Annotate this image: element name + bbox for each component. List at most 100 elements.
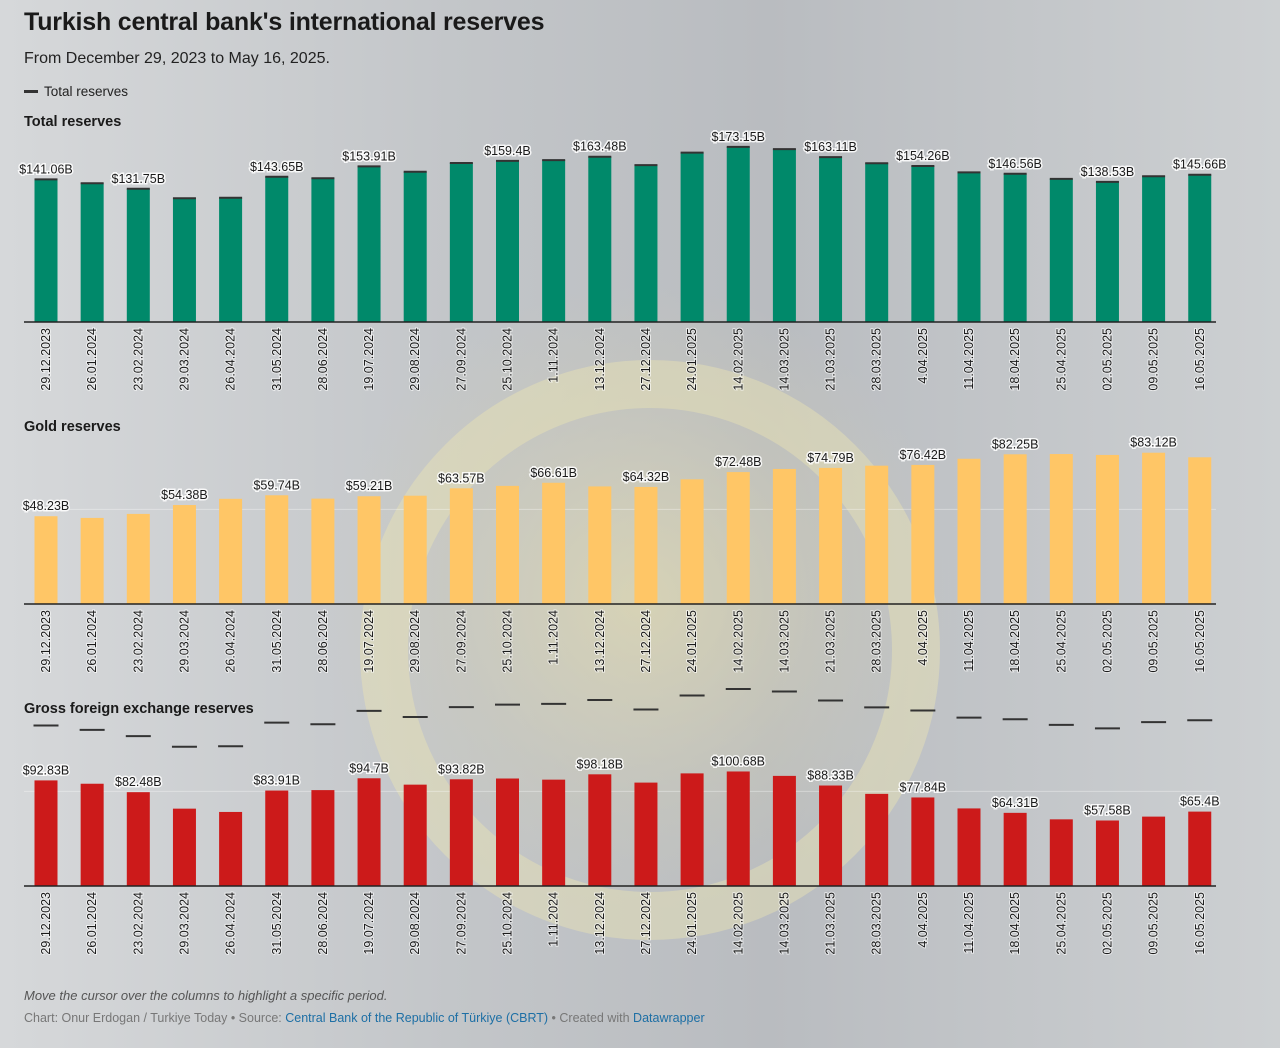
x-tick-label: 21.03.2025 — [824, 610, 838, 673]
bar[interactable] — [34, 780, 58, 886]
bar[interactable] — [265, 495, 289, 604]
bar[interactable] — [726, 472, 750, 604]
bar[interactable] — [957, 172, 981, 322]
x-tick-label: 29.12.2023 — [39, 328, 53, 391]
bar[interactable] — [1049, 819, 1073, 886]
bar[interactable] — [588, 156, 612, 322]
x-tick-label: 29.03.2024 — [177, 610, 191, 673]
bar[interactable] — [1095, 820, 1119, 886]
bar[interactable] — [496, 485, 519, 604]
data-label: $48.23B — [23, 499, 70, 513]
x-tick-label: 26.01.2024 — [85, 892, 99, 955]
bar[interactable] — [219, 498, 243, 604]
bar[interactable] — [80, 783, 104, 886]
bar[interactable] — [126, 188, 150, 322]
bar[interactable] — [726, 771, 750, 886]
data-label: $159.4B — [484, 144, 531, 158]
bar[interactable] — [865, 465, 889, 604]
x-tick-label: 29.08.2024 — [408, 892, 422, 955]
bar[interactable] — [1142, 816, 1166, 886]
x-tick-label: 1.11.2024 — [547, 892, 561, 947]
bar[interactable] — [542, 160, 566, 322]
bar[interactable] — [126, 792, 150, 886]
bar[interactable] — [219, 197, 243, 322]
bar[interactable] — [496, 160, 519, 322]
bar[interactable] — [311, 498, 335, 604]
bar[interactable] — [634, 165, 658, 322]
x-tick-label: 24.01.2025 — [685, 610, 699, 673]
bar[interactable] — [357, 778, 381, 886]
x-tick-label: 23.02.2024 — [131, 610, 145, 673]
bar[interactable] — [588, 486, 612, 604]
bar[interactable] — [449, 779, 473, 886]
bar[interactable] — [911, 797, 935, 886]
bar[interactable] — [449, 162, 473, 322]
bar[interactable] — [772, 149, 796, 322]
bar[interactable] — [1142, 176, 1166, 322]
bar[interactable] — [403, 171, 427, 322]
data-label: $59.21B — [346, 479, 393, 493]
bar[interactable] — [865, 163, 889, 322]
bar[interactable] — [80, 517, 104, 604]
bar[interactable] — [865, 793, 889, 886]
bar[interactable] — [172, 505, 196, 604]
x-tick-label: 13.12.2024 — [593, 892, 607, 955]
x-tick-label: 31.05.2024 — [270, 610, 284, 673]
bar[interactable] — [219, 811, 243, 886]
bar[interactable] — [34, 179, 58, 322]
panel-title-gold: Gold reserves — [24, 419, 121, 435]
bar[interactable] — [311, 790, 335, 886]
bar[interactable] — [265, 176, 289, 322]
bar[interactable] — [911, 166, 935, 322]
bar[interactable] — [126, 513, 150, 604]
bar[interactable] — [449, 488, 473, 604]
data-label: $163.11B — [804, 140, 857, 154]
x-tick-label: 14.02.2025 — [731, 328, 745, 391]
datawrapper-link[interactable]: Datawrapper — [633, 1011, 705, 1025]
bar[interactable] — [34, 516, 58, 604]
bar[interactable] — [357, 496, 381, 604]
bar[interactable] — [265, 790, 289, 886]
bar[interactable] — [957, 808, 981, 886]
bar[interactable] — [496, 778, 519, 886]
bar[interactable] — [1003, 173, 1027, 322]
bar[interactable] — [1188, 457, 1212, 604]
bar[interactable] — [819, 785, 843, 886]
bar[interactable] — [1095, 454, 1119, 604]
bar[interactable] — [680, 479, 704, 604]
x-tick-label: 21.03.2025 — [824, 892, 838, 955]
bar[interactable] — [1003, 812, 1027, 886]
x-tick-label: 02.05.2025 — [1100, 610, 1114, 673]
bar[interactable] — [1049, 178, 1073, 322]
bar[interactable] — [311, 178, 335, 322]
bar[interactable] — [634, 486, 658, 604]
bar[interactable] — [726, 146, 750, 322]
bar[interactable] — [403, 784, 427, 886]
bar[interactable] — [957, 458, 981, 604]
bar[interactable] — [1188, 811, 1212, 886]
bar[interactable] — [542, 482, 566, 604]
bar[interactable] — [634, 782, 658, 886]
bar[interactable] — [80, 183, 104, 322]
bar[interactable] — [403, 495, 427, 604]
source-link[interactable]: Central Bank of the Republic of Türkiye … — [285, 1011, 549, 1025]
bar[interactable] — [1003, 454, 1027, 604]
x-tick-label: 28.03.2025 — [870, 892, 884, 955]
bar[interactable] — [1049, 454, 1073, 604]
bar[interactable] — [772, 775, 796, 886]
bar[interactable] — [680, 773, 704, 886]
bar[interactable] — [680, 152, 704, 322]
bar[interactable] — [172, 808, 196, 886]
bar[interactable] — [772, 468, 796, 604]
bar[interactable] — [911, 464, 935, 604]
bar[interactable] — [542, 779, 566, 886]
bar[interactable] — [819, 467, 843, 604]
bar[interactable] — [1142, 452, 1166, 604]
bar[interactable] — [1188, 174, 1212, 322]
bar[interactable] — [819, 157, 843, 322]
bar[interactable] — [588, 774, 612, 886]
bar[interactable] — [172, 198, 196, 322]
bar[interactable] — [1095, 181, 1119, 322]
footer-credit: Chart: Onur Erdogan / Turkiye Today — [24, 1011, 228, 1025]
bar[interactable] — [357, 166, 381, 322]
